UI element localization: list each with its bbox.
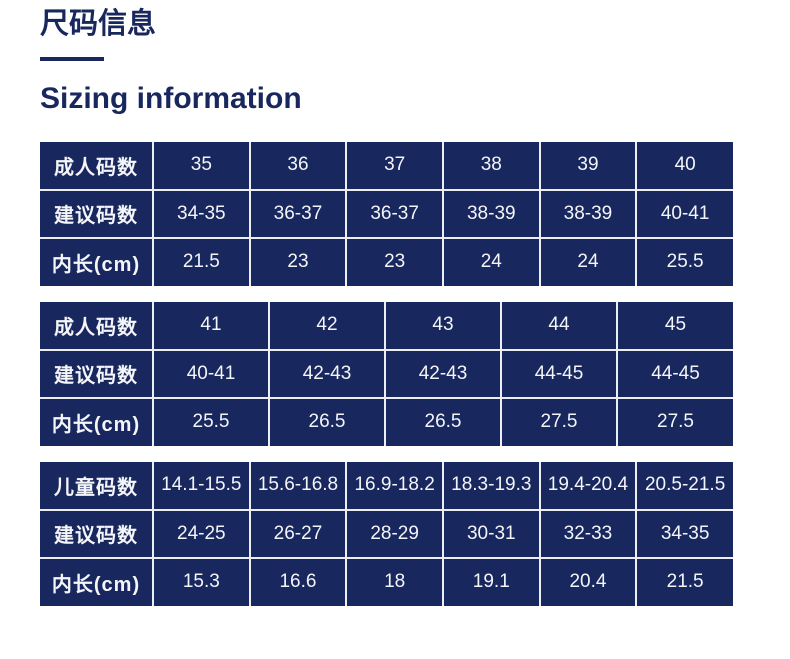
row-label: 内长(cm) — [39, 236, 154, 287]
size-cell: 44 — [500, 300, 618, 351]
size-cell: 20.5-21.5 — [635, 460, 734, 511]
row-label: 建议码数 — [39, 508, 154, 559]
row-label: 内长(cm) — [39, 556, 154, 607]
size-cell: 42 — [268, 300, 386, 351]
size-cell: 26.5 — [268, 396, 386, 447]
table-row: 建议码数 40-41 42-43 42-43 44-45 44-45 — [39, 348, 734, 399]
page-title-en: Sizing information — [40, 81, 302, 115]
size-cell: 26.5 — [384, 396, 502, 447]
table-row: 成人码数 41 42 43 44 45 — [39, 300, 734, 351]
row-label: 成人码数 — [39, 300, 154, 351]
size-cell: 38-39 — [538, 188, 638, 239]
row-label: 建议码数 — [39, 348, 154, 399]
size-cell: 18 — [345, 556, 444, 607]
size-cell: 42-43 — [268, 348, 386, 399]
size-cell: 32-33 — [538, 508, 638, 559]
size-cell: 40 — [635, 140, 734, 191]
row-label: 建议码数 — [39, 188, 154, 239]
row-label: 内长(cm) — [39, 396, 154, 447]
size-cell: 25.5 — [152, 396, 270, 447]
size-cell: 40-41 — [152, 348, 270, 399]
size-cell: 20.4 — [538, 556, 638, 607]
table-row: 儿童码数 14.1-15.5 15.6-16.8 16.9-18.2 18.3-19.3… — [39, 460, 734, 511]
row-label: 儿童码数 — [39, 460, 154, 511]
size-cell: 23 — [345, 236, 444, 287]
size-cell: 28-29 — [345, 508, 444, 559]
size-cell: 24-25 — [152, 508, 251, 559]
size-cell: 15.6-16.8 — [248, 460, 348, 511]
size-cell: 36-37 — [248, 188, 348, 239]
table-row: 内长(cm) 15.3 16.6 18 19.1 20.4 21.5 — [39, 556, 734, 607]
size-cell: 34-35 — [152, 188, 251, 239]
size-cell: 21.5 — [152, 236, 251, 287]
size-cell: 41 — [152, 300, 270, 351]
size-cell: 40-41 — [635, 188, 734, 239]
size-cell: 37 — [345, 140, 444, 191]
size-cell: 15.3 — [152, 556, 251, 607]
size-cell: 24 — [441, 236, 541, 287]
size-cell: 36-37 — [345, 188, 444, 239]
size-cell: 19.1 — [441, 556, 541, 607]
size-cell: 27.5 — [616, 396, 734, 447]
size-cell: 36 — [248, 140, 348, 191]
size-cell: 38-39 — [441, 188, 541, 239]
size-cell: 23 — [248, 236, 348, 287]
table-row: 内长(cm) 21.5 23 23 24 24 25.5 — [39, 236, 734, 287]
size-cell: 34-35 — [635, 508, 734, 559]
size-cell: 35 — [152, 140, 251, 191]
table-row: 建议码数 34-35 36-37 36-37 38-39 38-39 40-41 — [39, 188, 734, 239]
size-cell: 19.4-20.4 — [538, 460, 638, 511]
adult-sizes-41-45-table: 成人码数 41 42 43 44 45 建议码数 40-41 42-43 42-43 44-45 44… — [39, 300, 734, 447]
size-cell: 16.6 — [248, 556, 348, 607]
table-row: 内长(cm) 25.5 26.5 26.5 27.5 27.5 — [39, 396, 734, 447]
size-cell: 27.5 — [500, 396, 618, 447]
row-label: 成人码数 — [39, 140, 154, 191]
size-cell: 24 — [538, 236, 638, 287]
size-cell: 38 — [441, 140, 541, 191]
table-row: 成人码数 35 36 37 38 39 40 — [39, 140, 734, 191]
size-cell: 16.9-18.2 — [345, 460, 444, 511]
size-cell: 30-31 — [441, 508, 541, 559]
sizing-info-section: 尺码信息 Sizing information 成人码数 35 36 37 38 39 40… — [39, 8, 790, 607]
size-cell: 39 — [538, 140, 638, 191]
size-cell: 44-45 — [500, 348, 618, 399]
title-underline — [40, 56, 104, 61]
page-title-zh: 尺码信息 — [40, 8, 157, 40]
size-cell: 25.5 — [635, 236, 734, 287]
size-cell: 44-45 — [616, 348, 734, 399]
size-cell: 45 — [616, 300, 734, 351]
size-cell: 18.3-19.3 — [441, 460, 541, 511]
adult-sizes-35-40-table: 成人码数 35 36 37 38 39 40 建议码数 34-35 36-37 36-37 38-39… — [39, 140, 734, 287]
size-cell: 14.1-15.5 — [152, 460, 251, 511]
table-row: 建议码数 24-25 26-27 28-29 30-31 32-33 34-35 — [39, 508, 734, 559]
kids-sizes-table: 儿童码数 14.1-15.5 15.6-16.8 16.9-18.2 18.3-19.3… — [39, 460, 734, 607]
tables-container: 成人码数 35 36 37 38 39 40 建议码数 34-35 36-37 36-37 38-39… — [39, 140, 790, 607]
size-cell: 43 — [384, 300, 502, 351]
size-cell: 42-43 — [384, 348, 502, 399]
size-cell: 21.5 — [635, 556, 734, 607]
size-cell: 26-27 — [248, 508, 348, 559]
